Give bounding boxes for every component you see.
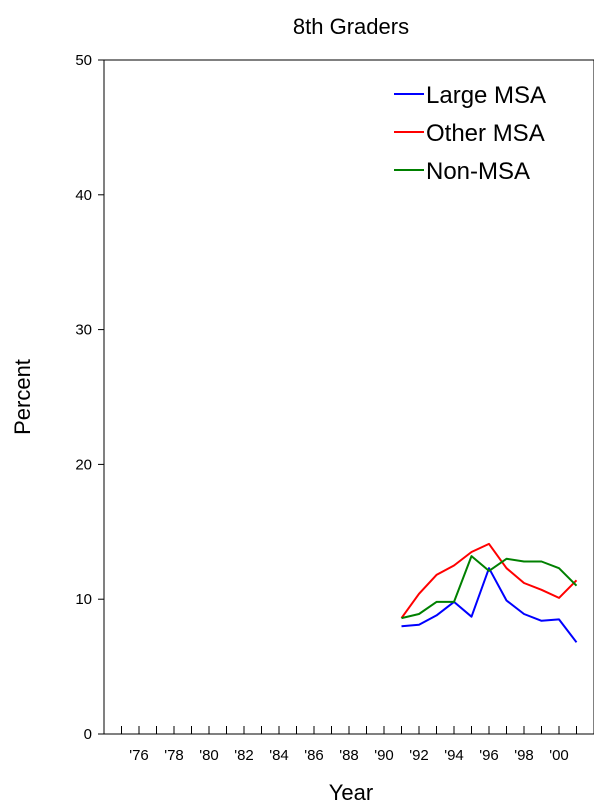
x-tick-label: '00: [549, 747, 569, 764]
x-tick-label: '86: [304, 747, 324, 764]
y-tick-label: 20: [75, 456, 92, 473]
y-axis-label: Percent: [10, 359, 35, 435]
y-tick-label: 50: [75, 52, 92, 69]
x-tick-label: '88: [339, 747, 359, 764]
y-axis: 0 10 20 30 40 50: [75, 52, 104, 743]
y-tick-label: 0: [84, 726, 92, 743]
y-tick-label: 10: [75, 591, 92, 608]
x-tick-label: '84: [269, 747, 289, 764]
x-axis: '76 '78 '80 '82 '84 '86 '88 '90 '92 '94 '96 '98 '00: [121, 726, 577, 764]
x-tick-label: '82: [234, 747, 254, 764]
x-tick-label: '90: [374, 747, 394, 764]
y-tick-label: 40: [75, 187, 92, 204]
y-tick-label: 30: [75, 322, 92, 339]
x-tick-label: '78: [164, 747, 184, 764]
x-axis-label: Year: [329, 780, 373, 805]
x-tick-label: '76: [129, 747, 149, 764]
series-line-large-msa: [401, 567, 578, 643]
chart-title: 8th Graders: [293, 14, 409, 39]
x-tick-label: '98: [514, 747, 534, 764]
legend-label: Non-MSA: [426, 158, 530, 185]
x-tick-label: '80: [199, 747, 219, 764]
legend: Large MSA Other MSA Non-MSA: [394, 82, 546, 185]
x-tick-label: '96: [479, 747, 499, 764]
x-tick-label: '92: [409, 747, 429, 764]
series-lines: [400, 542, 578, 643]
series-line-other-msa: [400, 542, 578, 619]
legend-label: Large MSA: [426, 82, 546, 109]
x-tick-label: '94: [444, 747, 464, 764]
legend-label: Other MSA: [426, 120, 545, 147]
series-line-non-msa: [401, 555, 578, 620]
